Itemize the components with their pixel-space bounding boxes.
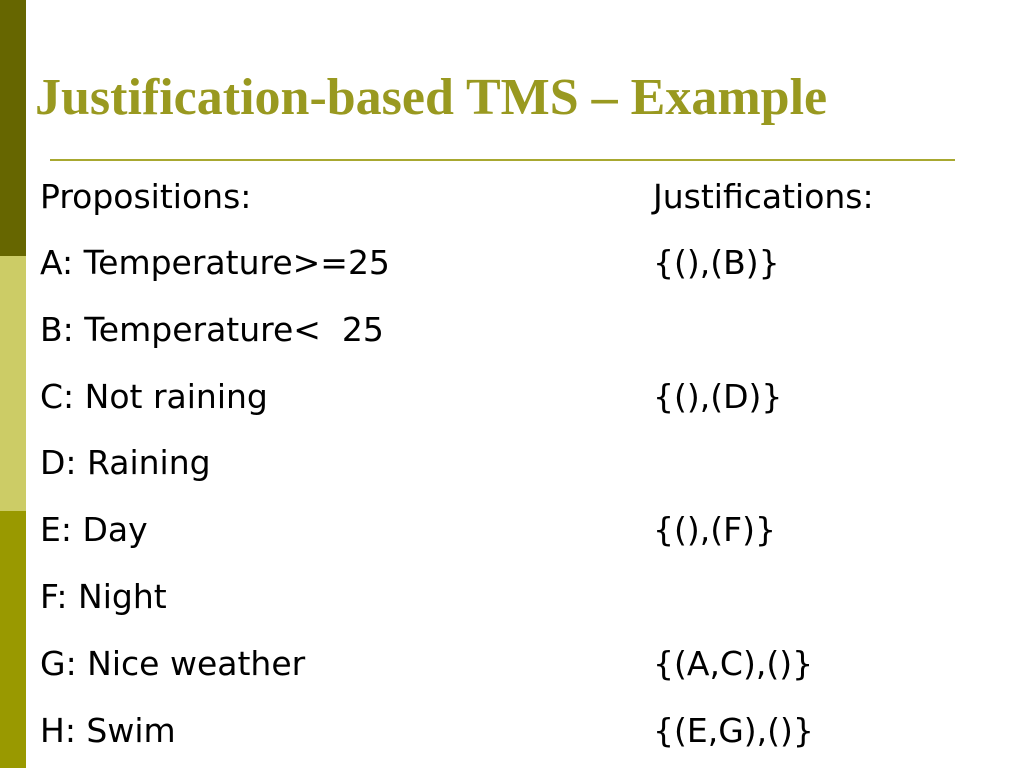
slide-title: Justification-based TMS – Example [35, 69, 828, 126]
justification: {(E,G),()} [653, 710, 814, 750]
proposition: B: Temperature< 25 [40, 309, 384, 349]
proposition: A: Temperature>=25 [40, 243, 390, 282]
proposition: F: Night [40, 577, 167, 616]
side-bar [0, 511, 26, 768]
proposition: H: Swim [40, 710, 176, 750]
justification: {(),(D)} [653, 376, 783, 416]
column-header: Propositions: [40, 177, 252, 216]
side-bar [0, 0, 26, 256]
proposition: C: Not raining [40, 376, 268, 416]
side-bar [0, 256, 26, 511]
proposition: D: Raining [40, 443, 211, 483]
justification: {(),(F)} [653, 510, 776, 550]
justification: {(A,C),()} [653, 643, 814, 683]
title-rule [50, 159, 955, 161]
proposition: E: Day [40, 510, 148, 550]
proposition: G: Nice weather [40, 643, 306, 683]
justification: {(),(B)} [653, 243, 780, 282]
column-header: Justifications: [653, 177, 874, 216]
